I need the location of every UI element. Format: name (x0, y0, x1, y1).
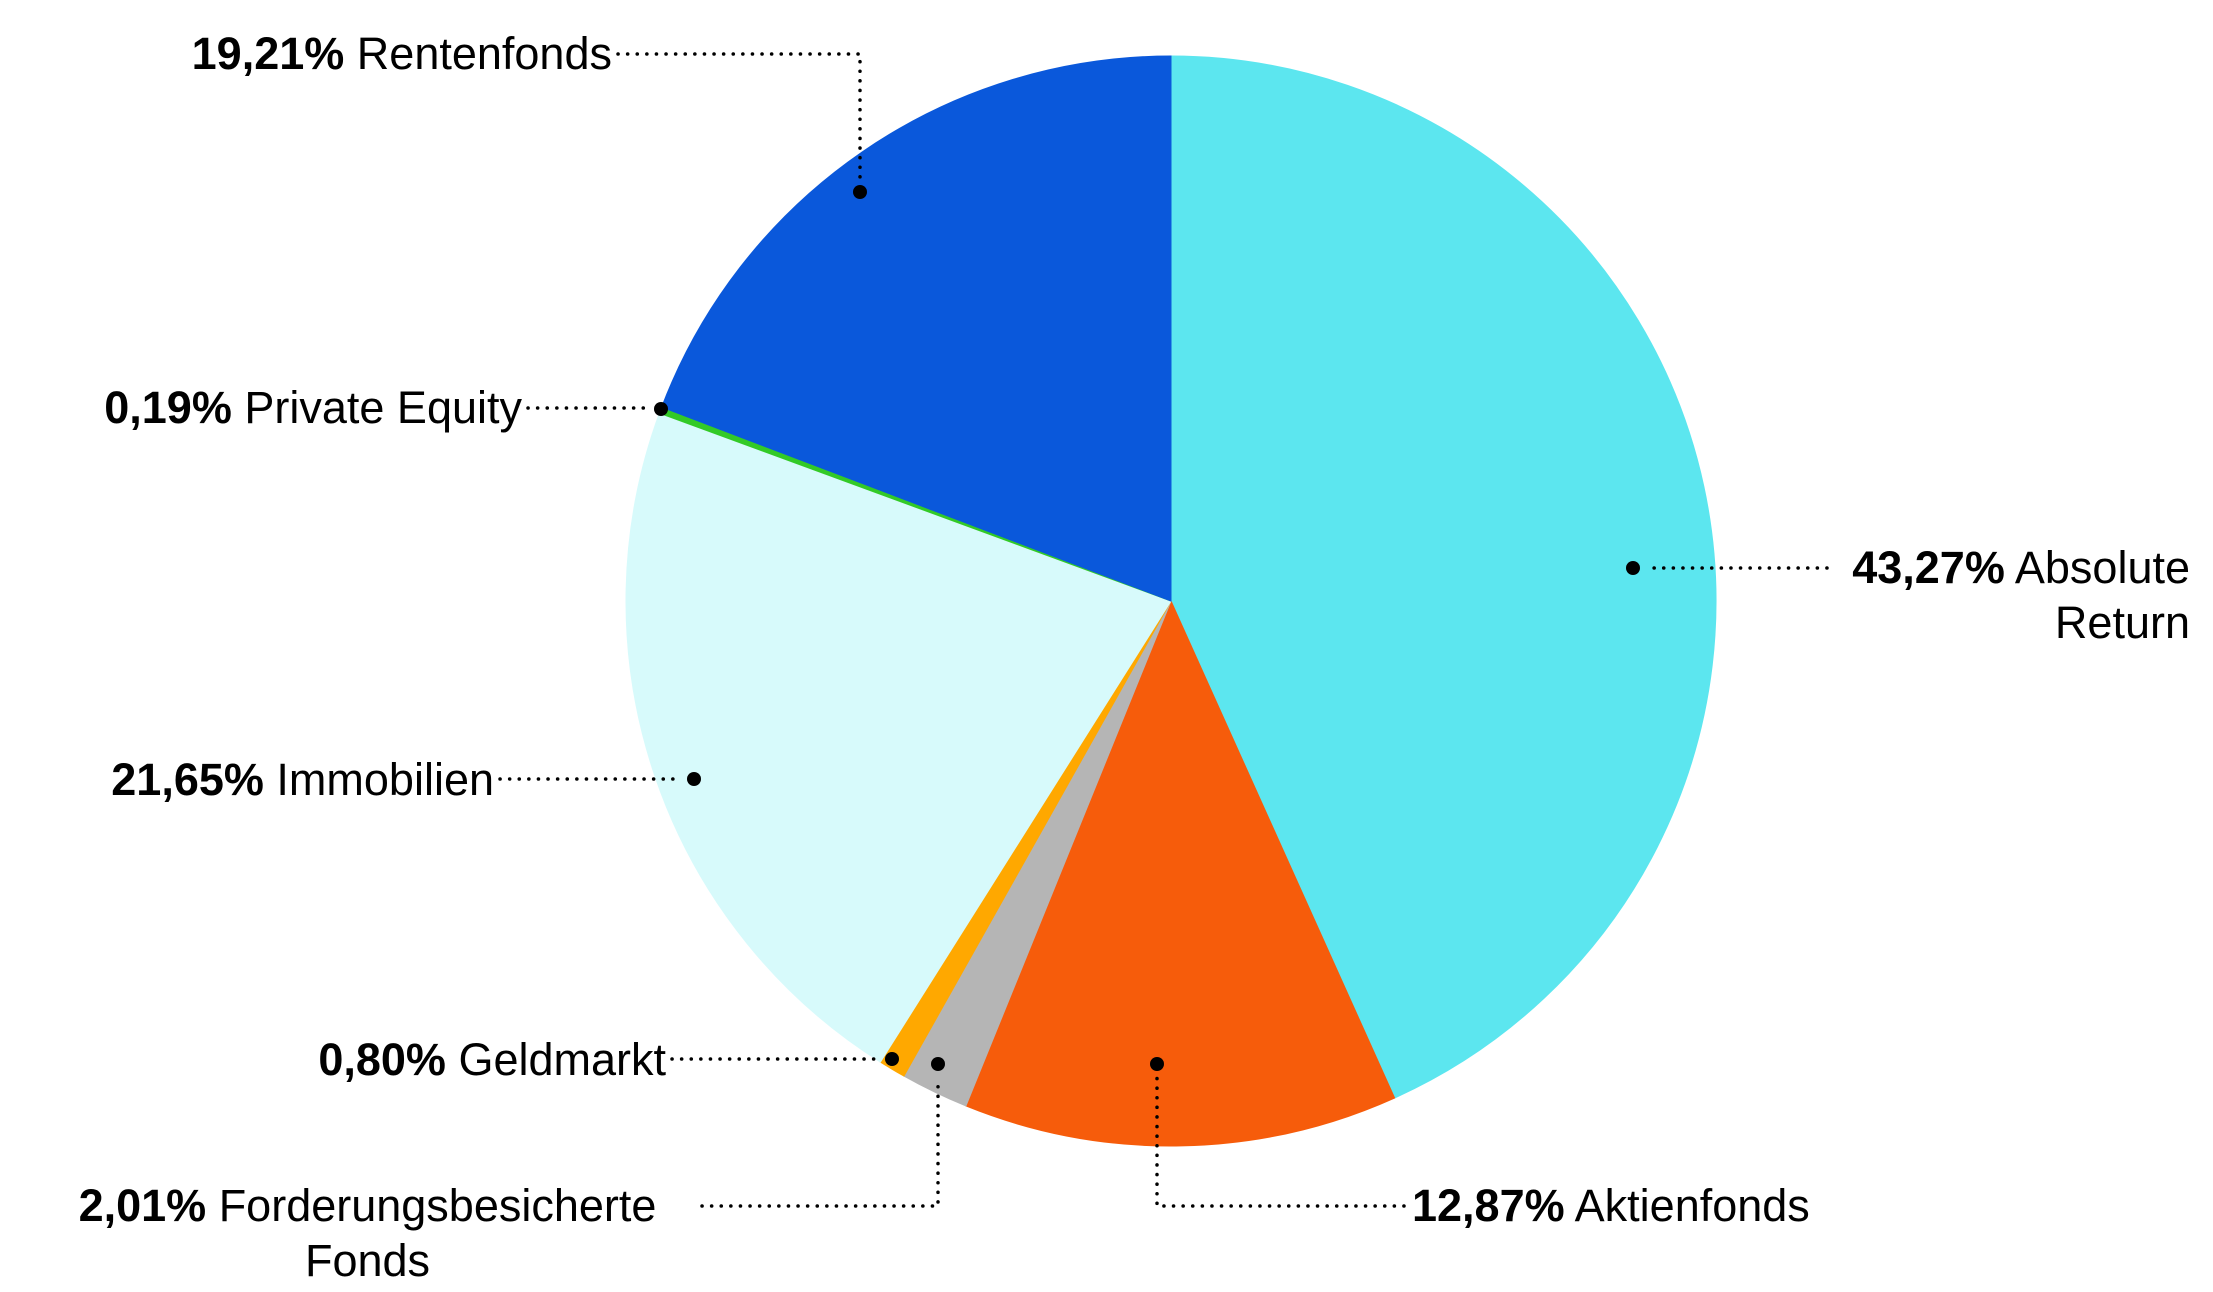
label-rentenfonds-name: Rentenfonds (356, 28, 612, 79)
label-absolute-return-pct: 43,27% (1852, 542, 2005, 593)
label-absolute-return-name: Absolute Return (2014, 542, 2190, 648)
leader-dot (1626, 561, 1640, 575)
label-geldmarkt: 0,80% Geldmarkt (160, 1032, 666, 1087)
label-forderungsbesicherte-fonds: 2,01% Forderungsbesicherte Fonds (40, 1178, 695, 1288)
pie-slice-immobilien (625, 412, 1172, 1063)
pie-slice-rentenfonds (661, 55, 1172, 602)
label-aktienfonds-name: Aktienfonds (1574, 1180, 1810, 1231)
label-forderungsbesicherte-fonds-pct: 2,01% (78, 1180, 207, 1231)
leader-dot (931, 1057, 945, 1071)
leader-dot (853, 185, 867, 199)
label-private-equity-pct: 0,19% (104, 382, 232, 433)
label-rentenfonds-pct: 19,21% (191, 28, 345, 79)
leader-line (700, 1076, 940, 1208)
label-geldmarkt-pct: 0,80% (318, 1034, 446, 1085)
label-private-equity-name: Private Equity (244, 382, 522, 433)
label-immobilien-pct: 21,65% (111, 754, 264, 805)
label-immobilien-name: Immobilien (276, 754, 494, 805)
leader-dot (1150, 1057, 1164, 1071)
pie-slice-absolute-return (1170, 55, 1717, 1099)
pie-slice-aktienfonds (965, 599, 1396, 1147)
leader-dot (687, 772, 701, 786)
label-geldmarkt-name: Geldmarkt (458, 1034, 666, 1085)
label-aktienfonds-pct: 12,87% (1412, 1180, 1565, 1231)
leader-dot (885, 1052, 899, 1066)
label-private-equity: 0,19% Private Equity (60, 380, 522, 435)
label-rentenfonds: 19,21% Rentenfonds (60, 26, 612, 81)
leader-dot (654, 402, 668, 416)
label-absolute-return: 43,27% Absolute Return (1818, 540, 2190, 650)
leader-line (616, 52, 862, 182)
label-forderungsbesicherte-fonds-name: Forderungsbesicherte Fonds (218, 1180, 657, 1286)
label-aktienfonds: 12,87% Aktienfonds (1412, 1178, 1972, 1233)
label-immobilien: 21,65% Immobilien (60, 752, 494, 807)
